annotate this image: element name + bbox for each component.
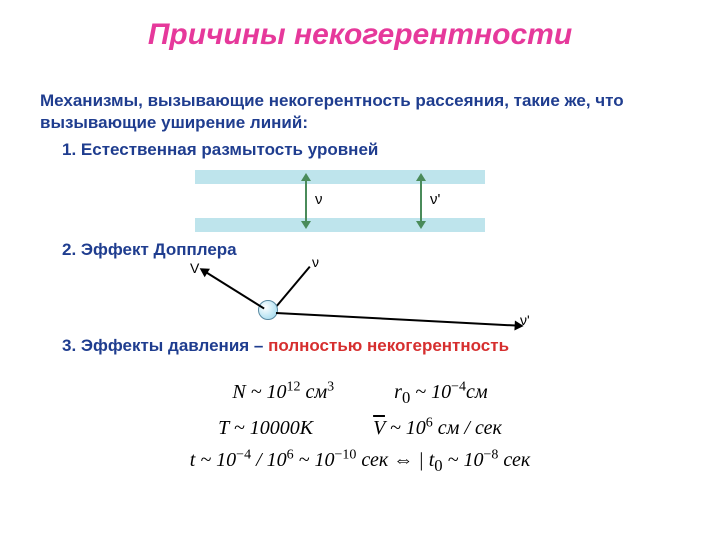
nu-arrow [305, 180, 307, 222]
item-3: 3. Эффекты давления – полностью некогере… [62, 336, 509, 356]
formula-Vbar: V ~ 106 см / сек [373, 412, 502, 444]
slide: Причины некогерентности Механизмы, вызыв… [0, 0, 720, 540]
outgoing-ray [276, 312, 516, 326]
incoming-nu-label: ν [312, 254, 319, 270]
item-3-prefix: 3. Эффекты давления – [62, 336, 268, 355]
lower-level-bar [195, 218, 485, 232]
intro-text: Механизмы, вызывающие некогерентность ра… [40, 90, 680, 134]
doppler-diagram: ν V ν' [180, 258, 540, 330]
formulas: N ~ 1012 см3 r0 ~ 10−4см T ~ 10000K V ~ … [0, 376, 720, 479]
nu-prime-label: ν' [430, 191, 440, 208]
upper-level-bar [195, 170, 485, 184]
level-diagram: ν ν' [195, 170, 485, 232]
velocity-label: V [190, 260, 199, 276]
formula-row-2: T ~ 10000K V ~ 106 см / сек [0, 412, 720, 444]
nu-label: ν [315, 191, 323, 208]
formula-row-3: t ~ 10−4 / 106 ~ 10−10 сек ⇔ | t0 ~ 10−8… [0, 444, 720, 480]
item-1: 1. Естественная размытость уровней [62, 140, 378, 160]
formula-row-1: N ~ 1012 см3 r0 ~ 10−4см [0, 376, 720, 412]
outgoing-nu-label: ν' [520, 312, 530, 328]
formula-T: T ~ 10000K [218, 412, 313, 444]
formula-N: N ~ 1012 см3 [232, 376, 334, 412]
item-2: 2. Эффект Допплера [62, 240, 237, 260]
formula-r0: r0 ~ 10−4см [394, 376, 488, 412]
velocity-arrow [206, 272, 264, 309]
nu-prime-arrow [420, 180, 422, 222]
item-3-suffix: полностью некогерентность [268, 336, 509, 355]
incoming-ray [272, 266, 310, 311]
slide-title: Причины некогерентности [0, 18, 720, 52]
formula-t: t ~ 10−4 / 106 ~ 10−10 сек ⇔ | t0 ~ 10−8… [190, 444, 530, 480]
particle [258, 300, 278, 320]
